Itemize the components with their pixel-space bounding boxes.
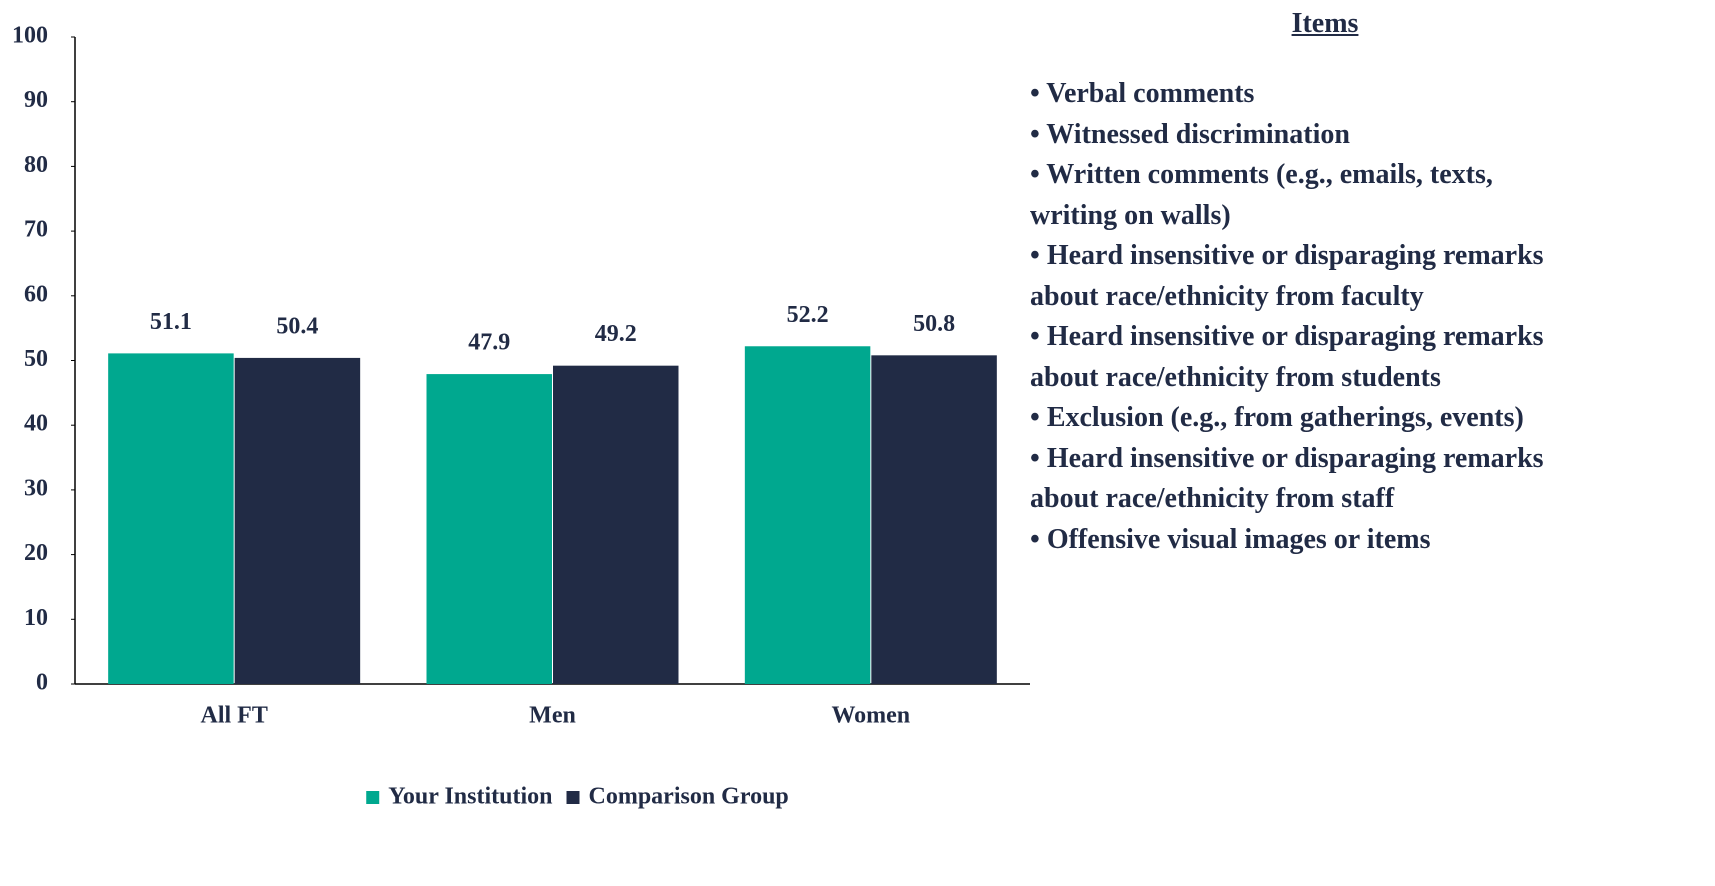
- value-label: 49.2: [595, 321, 637, 347]
- item: Verbal comments: [1030, 74, 1575, 115]
- panel-title: Items: [1291, 8, 1359, 39]
- x-tick-label: All FT: [200, 703, 267, 729]
- y-tick-label: 50: [24, 346, 48, 372]
- item: Heard insensitive or disparaging remarks…: [1030, 439, 1575, 520]
- y-tick-label: 90: [24, 87, 48, 113]
- y-tick-label: 20: [24, 540, 48, 566]
- y-tick-label: 0: [36, 670, 48, 696]
- legend-swatch: [366, 791, 380, 804]
- bar: [871, 355, 997, 684]
- y-tick-label: 40: [24, 411, 48, 437]
- bar: [426, 374, 552, 684]
- value-label: 50.8: [913, 311, 955, 337]
- item: Written comments (e.g., emails, texts, w…: [1030, 155, 1575, 236]
- x-tick-label: Women: [831, 703, 910, 729]
- y-tick-label: 60: [24, 281, 48, 307]
- value-label: 52.2: [787, 302, 829, 328]
- y-tick-label: 30: [24, 475, 48, 501]
- x-tick-label: Men: [529, 703, 576, 729]
- legend-label: Comparison Group: [589, 784, 789, 810]
- y-tick-label: 70: [24, 217, 48, 243]
- bar: [744, 346, 871, 684]
- items-list: Verbal commentsWitnessed discriminationW…: [1030, 74, 1575, 560]
- item: Exclusion (e.g., from gatherings, events…: [1030, 398, 1575, 439]
- value-label: 51.1: [150, 309, 192, 335]
- y-tick-label: 10: [24, 605, 48, 631]
- value-label: 50.4: [276, 313, 318, 339]
- y-tick-label: 80: [24, 152, 48, 178]
- value-label: 47.9: [468, 330, 510, 356]
- bar: [553, 365, 679, 684]
- items-panel: Items Verbal commentsWitnessed discrimin…: [1030, 8, 1575, 560]
- legend-swatch: [566, 791, 580, 804]
- bar: [108, 353, 234, 684]
- item: Heard insensitive or disparaging remarks…: [1030, 236, 1575, 317]
- item: Heard insensitive or disparaging remarks…: [1030, 317, 1575, 398]
- item: Offensive visual images or items: [1030, 520, 1575, 561]
- chart: 0 10 20 30 40 50 60 70 80 90 100 All FT 51.1 50.4 Men 4…: [12, 23, 1030, 810]
- y-tick-label: 100: [12, 23, 48, 49]
- bar: [234, 357, 361, 684]
- legend-label: Your Institution: [388, 784, 552, 810]
- item: Witnessed discrimination: [1030, 115, 1575, 156]
